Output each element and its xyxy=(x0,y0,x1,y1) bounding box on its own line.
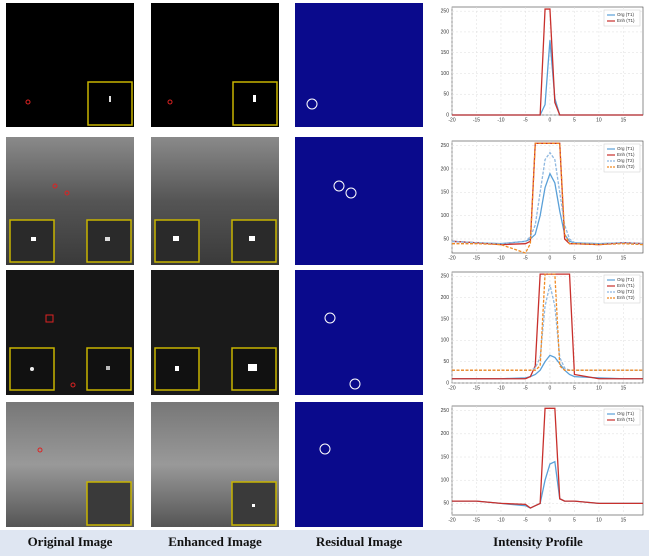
y-tick-label: 50 xyxy=(443,501,449,507)
x-tick-label: -20 xyxy=(448,385,455,391)
x-tick-label: 5 xyxy=(573,117,576,123)
legend-label: Enh (T1) xyxy=(617,18,635,23)
x-tick-label: 5 xyxy=(573,517,576,523)
y-tick-label: 150 xyxy=(441,454,450,460)
column-label: Intensity Profile xyxy=(493,534,583,549)
y-tick-label: 100 xyxy=(441,71,450,77)
x-tick-label: 15 xyxy=(621,385,627,391)
y-tick-label: 250 xyxy=(441,274,450,280)
x-tick-label: 0 xyxy=(549,255,552,261)
x-tick-label: -10 xyxy=(497,117,504,123)
x-tick-label: 15 xyxy=(621,255,627,261)
figure: Original Image Enhanced Image Residual I… xyxy=(0,0,649,556)
legend-label: Org (T1) xyxy=(617,277,635,282)
column-label: Residual Image xyxy=(316,534,403,549)
x-tick-label: -10 xyxy=(497,385,504,391)
legend-label: Enh (T1) xyxy=(617,283,635,288)
x-tick-label: -5 xyxy=(523,117,528,123)
image-row xyxy=(6,137,423,265)
y-tick-label: 50 xyxy=(443,92,449,98)
y-tick-label: 150 xyxy=(441,50,450,56)
x-tick-label: 10 xyxy=(596,117,602,123)
x-tick-label: 15 xyxy=(621,117,627,123)
x-tick-label: 5 xyxy=(573,385,576,391)
y-tick-label: 200 xyxy=(441,295,450,301)
x-tick-label: -20 xyxy=(448,517,455,523)
column-labels: Original Image Enhanced Image Residual I… xyxy=(0,530,649,556)
image-row xyxy=(6,270,423,395)
x-tick-label: 10 xyxy=(596,255,602,261)
column-label: Enhanced Image xyxy=(168,534,262,549)
x-tick-label: 5 xyxy=(573,255,576,261)
x-tick-label: 0 xyxy=(549,517,552,523)
y-tick-label: 100 xyxy=(441,478,450,484)
y-tick-label: 150 xyxy=(441,316,450,322)
legend-label: Org (T1) xyxy=(617,411,635,416)
y-tick-label: 250 xyxy=(441,408,450,414)
y-tick-label: 200 xyxy=(441,431,450,437)
x-tick-label: 0 xyxy=(549,117,552,123)
legend-label: Enh (T1) xyxy=(617,152,635,157)
x-tick-label: -20 xyxy=(448,117,455,123)
x-tick-label: -20 xyxy=(448,255,455,261)
y-tick-label: 150 xyxy=(441,190,450,196)
x-tick-label: -5 xyxy=(523,517,528,523)
image-row xyxy=(6,3,423,127)
x-tick-label: -15 xyxy=(473,117,480,123)
y-tick-label: 250 xyxy=(441,8,450,14)
x-tick-label: -15 xyxy=(473,517,480,523)
x-tick-label: -15 xyxy=(473,255,480,261)
y-tick-label: 100 xyxy=(441,338,450,344)
y-tick-label: 50 xyxy=(443,236,449,242)
image-row xyxy=(6,402,423,527)
x-tick-label: -10 xyxy=(497,517,504,523)
y-tick-label: 50 xyxy=(443,359,449,365)
column-label: Original Image xyxy=(28,534,113,549)
legend-label: Enh (T1) xyxy=(617,417,635,422)
x-tick-label: 10 xyxy=(596,385,602,391)
x-tick-label: 15 xyxy=(621,517,627,523)
legend-label: Org (T1) xyxy=(617,12,635,17)
legend-label: Org (T2) xyxy=(617,289,635,294)
x-tick-label: -5 xyxy=(523,255,528,261)
y-tick-label: 200 xyxy=(441,166,450,172)
legend-label: Org (T1) xyxy=(617,146,635,151)
y-tick-label: 100 xyxy=(441,213,450,219)
x-tick-label: -15 xyxy=(473,385,480,391)
x-tick-label: -5 xyxy=(523,385,528,391)
x-tick-label: 10 xyxy=(596,517,602,523)
legend-label: Org (T2) xyxy=(617,158,635,163)
x-tick-label: -10 xyxy=(497,255,504,261)
legend-label: Enh (T2) xyxy=(617,295,635,300)
y-tick-label: 250 xyxy=(441,143,450,149)
y-tick-label: 200 xyxy=(441,29,450,35)
x-tick-label: 0 xyxy=(549,385,552,391)
legend-label: Enh (T2) xyxy=(617,164,635,169)
